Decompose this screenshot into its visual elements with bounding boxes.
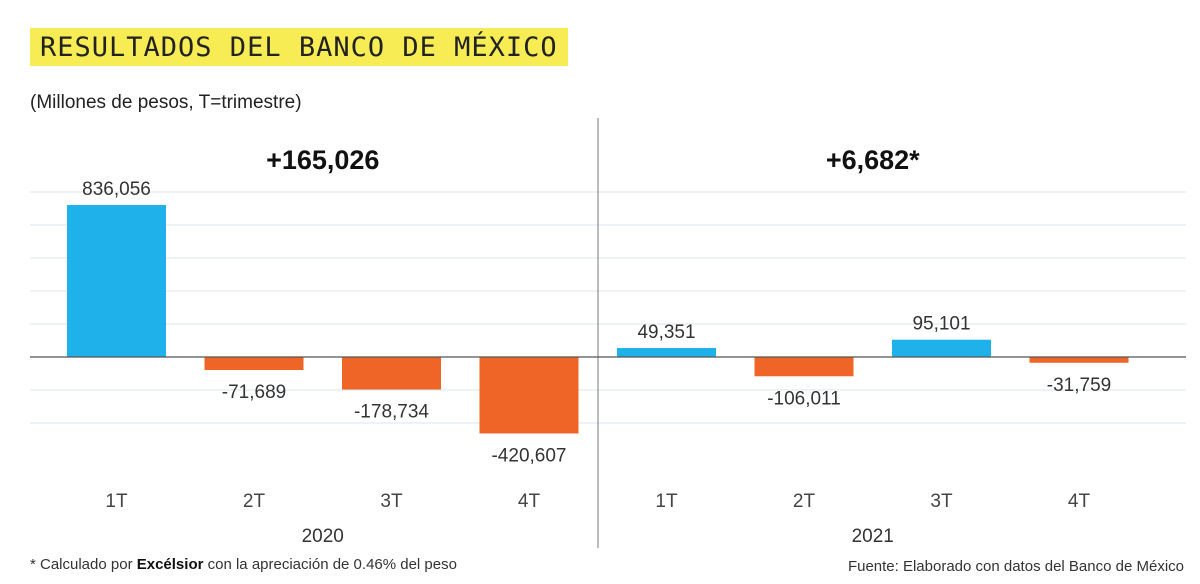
data-label: -31,759 — [1047, 375, 1111, 396]
footnote-suffix: con la apreciación de 0.46% del peso — [207, 556, 457, 573]
x-tick-label: 1T — [655, 491, 678, 512]
footnote: * Calculado por Excélsior con la aprecia… — [30, 556, 457, 573]
chart-subtitle: (Millones de pesos, T=trimestre) — [30, 92, 302, 113]
bar — [479, 357, 579, 434]
x-tick-label: 3T — [380, 491, 403, 512]
bar — [892, 339, 991, 357]
x-tick-label: 1T — [105, 491, 128, 512]
data-label: -420,607 — [491, 445, 566, 466]
data-label: -71,689 — [222, 382, 286, 403]
group-total: +165,026 — [266, 145, 379, 175]
group-total: +6,682* — [826, 145, 920, 175]
year-label: 2021 — [852, 526, 894, 547]
data-label: 836,056 — [82, 179, 151, 200]
bar — [617, 348, 716, 357]
bar — [342, 357, 441, 390]
title-highlight: RESULTADOS DEL BANCO DE MÉXICO — [30, 28, 568, 66]
data-label: -106,011 — [767, 388, 841, 409]
x-tick-label: 2T — [243, 491, 266, 512]
year-label: 2020 — [302, 526, 344, 547]
x-tick-label: 4T — [1068, 491, 1091, 512]
data-label: 95,101 — [912, 314, 970, 335]
data-label: -178,734 — [354, 401, 429, 422]
bar — [204, 357, 304, 371]
data-label: 49,351 — [637, 322, 695, 343]
footnote-prefix: * Calculado por — [30, 556, 133, 573]
bar — [1029, 357, 1129, 363]
source-note: Fuente: Elaborado con datos del Banco de… — [847, 558, 1184, 575]
x-tick-label: 4T — [518, 491, 541, 512]
bar — [754, 357, 854, 377]
bar — [67, 205, 166, 357]
chart-title: RESULTADOS DEL BANCO DE MÉXICO — [40, 31, 558, 63]
x-tick-label: 2T — [793, 491, 816, 512]
footnote-brand: Excélsior — [136, 556, 204, 573]
x-tick-label: 3T — [930, 491, 953, 512]
